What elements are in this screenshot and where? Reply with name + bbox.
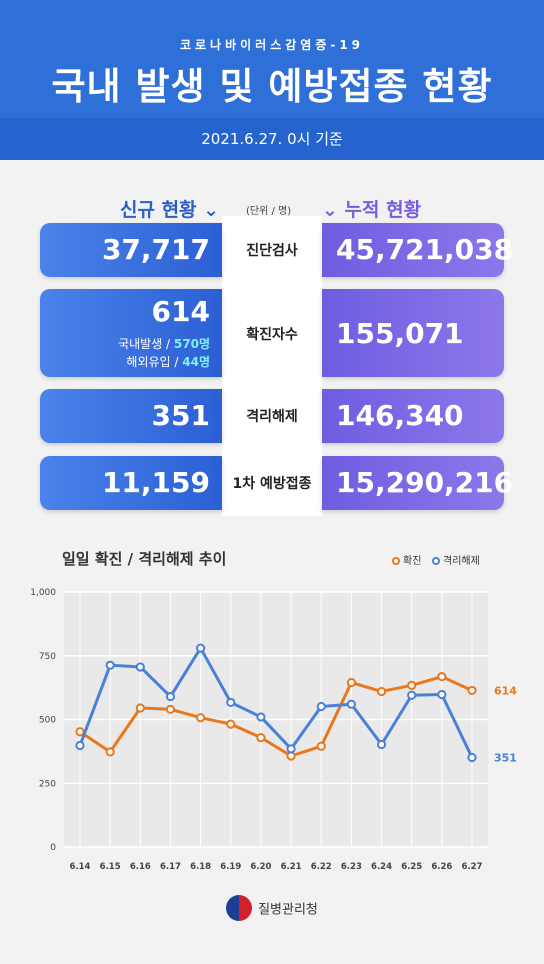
data-point (105, 747, 115, 757)
header-subtitle: 코로나바이러스감염증-19 (179, 38, 365, 52)
footer: 질병관리청 (0, 895, 544, 925)
data-point (75, 740, 85, 751)
chart-title: 일일 확진 / 격리해제 추이 (62, 550, 227, 568)
data-point (286, 744, 296, 754)
x-tick-label: 6.26 (431, 862, 452, 872)
data-point (407, 690, 417, 700)
data-point (376, 686, 387, 697)
x-tick-label: 6.17 (160, 862, 181, 872)
confirmed-cum-value: 155,071 (336, 317, 464, 350)
domestic-detail: 국내발생 / 570명 (118, 335, 210, 352)
y-tick-label: 750 (39, 652, 56, 662)
row-confirmed-cum: 155,071 (322, 289, 504, 377)
org-name: 질병관리청 (258, 902, 318, 918)
data-point (165, 691, 176, 702)
legend-released: 격리해제 (432, 552, 480, 567)
data-point (346, 677, 356, 688)
row-released-cum: 146,340 (322, 389, 504, 443)
row-tests-new: 37,717 (40, 223, 222, 277)
unit-label: (단위 / 명) (246, 206, 292, 217)
data-point (437, 689, 447, 700)
x-tick-label: 6.24 (371, 862, 392, 872)
row-vaccine-cum: 15,290,216 (322, 456, 513, 510)
x-tick-label: 6.22 (311, 862, 332, 872)
x-tick-label: 6.20 (250, 862, 271, 872)
y-tick-label: 250 (39, 779, 56, 789)
x-tick-label: 6.18 (190, 862, 211, 872)
row-released-new: 351 (40, 389, 222, 443)
domestic-value: 570명 (173, 337, 210, 351)
data-point (256, 712, 266, 722)
data-point (467, 752, 477, 763)
data-point (286, 751, 296, 761)
row-confirmed-new: 614 국내발생 / 570명 해외유입 / 44명 (40, 289, 222, 377)
legend-confirmed: 확진 (392, 552, 421, 567)
confirmed-new-value: 614 (151, 295, 210, 328)
tests-cum-value: 45,721,038 (336, 233, 514, 266)
overseas-label: 해외유입 / (126, 355, 183, 369)
data-point (407, 680, 417, 690)
end-value-label: 351 (494, 751, 517, 764)
page-title: 국내 발생 및 예방접종 현황 (51, 65, 493, 108)
cumulative-status-heading: ⌄ 누적 현황 (322, 199, 422, 221)
overseas-value: 44명 (182, 355, 210, 369)
data-point (105, 660, 115, 670)
data-point (256, 733, 266, 743)
x-tick-label: 6.15 (100, 862, 121, 872)
data-point (316, 741, 326, 751)
end-value-label: 614 (494, 684, 517, 697)
new-status-heading: 신규 현황 ⌄ (120, 199, 220, 221)
tests-new-value: 37,717 (101, 233, 210, 266)
overseas-detail: 해외유입 / 44명 (126, 353, 210, 370)
x-tick-label: 6.25 (401, 862, 422, 872)
legend-confirmed-label: 확진 (403, 556, 422, 567)
series-line-1 (78, 646, 474, 759)
x-tick-label: 6.19 (220, 862, 241, 872)
y-tick-label: 1,000 (30, 588, 56, 598)
data-point (135, 703, 145, 713)
released-new-value: 351 (151, 399, 210, 432)
released-cum-value: 146,340 (336, 399, 464, 432)
x-tick-label: 6.23 (341, 862, 362, 872)
domestic-label: 국내발생 / (118, 337, 174, 351)
vaccine-new-value: 11,159 (101, 466, 210, 499)
government-emblem-icon (226, 895, 253, 921)
x-tick-label: 6.16 (130, 862, 151, 872)
data-point (226, 697, 236, 708)
row-confirmed-label: 확진자수 (246, 327, 298, 343)
row-vaccine-new: 11,159 (40, 456, 222, 510)
data-point (346, 699, 356, 709)
row-tests-label: 진단검사 (246, 243, 298, 259)
data-point (196, 713, 206, 723)
row-vaccine-label: 1차 예방접종 (232, 476, 312, 492)
data-point (467, 685, 477, 696)
x-tick-label: 6.14 (70, 862, 91, 872)
line-chart: 0 250 500 750 1,000 6.14 6.15 6.16 6.17 6.18 6.19 6… (30, 588, 517, 872)
date-bar: 2021.6.27. 0시 기준 (0, 118, 544, 160)
data-point (376, 739, 387, 750)
y-tick-label: 500 (39, 716, 56, 726)
row-tests-cum: 45,721,038 (322, 223, 513, 277)
data-point (165, 704, 176, 714)
data-point (75, 727, 85, 737)
data-point (226, 719, 236, 729)
y-tick-label: 0 (50, 843, 56, 853)
data-point (316, 701, 326, 712)
x-tick-label: 6.21 (281, 862, 302, 872)
x-tick-label: 6.27 (462, 862, 483, 872)
legend-confirmed-marker (392, 557, 400, 565)
data-point (135, 662, 145, 672)
vaccine-cum-value: 15,290,216 (336, 466, 514, 499)
row-released-label: 격리해제 (246, 409, 298, 425)
legend-released-marker (432, 557, 440, 565)
center-label-column (222, 216, 322, 516)
series-line-0 (79, 675, 473, 758)
data-point (196, 643, 206, 653)
data-point (437, 672, 447, 682)
legend-released-label: 격리해제 (443, 556, 480, 567)
